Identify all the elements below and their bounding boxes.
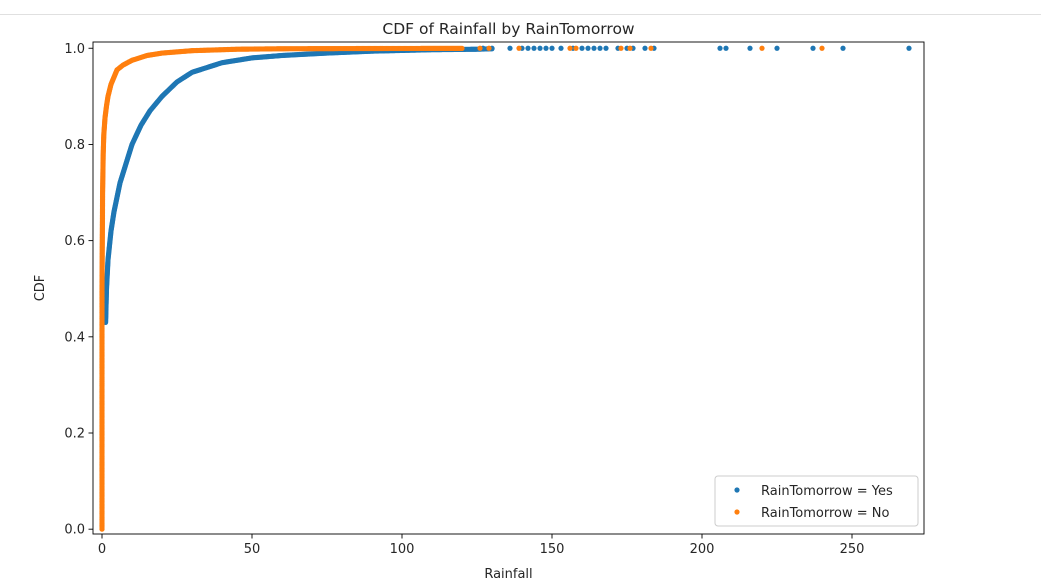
legend-marker-yes (734, 487, 740, 493)
y-tick-label: 0.6 (64, 234, 85, 249)
data-point (525, 45, 531, 51)
data-point (579, 45, 585, 51)
x-tick-label: 150 (540, 542, 565, 557)
data-point (558, 45, 564, 51)
data-point (717, 45, 723, 51)
y-tick-label: 0.8 (64, 138, 85, 153)
data-point (507, 45, 513, 51)
legend-box (714, 475, 919, 527)
y-axis-label: CDF (33, 275, 48, 302)
data-point (591, 45, 597, 51)
data-point (759, 45, 765, 51)
data-point (549, 45, 555, 51)
data-point (627, 45, 633, 51)
legend-label-no: RainTomorrow = No (761, 506, 890, 521)
x-tick-label: 50 (244, 542, 261, 557)
data-point (603, 45, 609, 51)
plot-area (99, 45, 912, 532)
data-point (774, 45, 780, 51)
data-point (486, 45, 492, 51)
data-point (567, 45, 573, 51)
data-point (648, 45, 654, 51)
axes-frame (92, 41, 925, 535)
legend-label-yes: RainTomorrow = Yes (761, 484, 893, 499)
data-point (819, 45, 825, 51)
axes: 0 50 100 150 200 250 0.0 0.2 0.4 0.6 0.8 1.0 (64, 41, 925, 557)
data-point (747, 45, 753, 51)
data-point (585, 45, 591, 51)
x-tick-label: 0 (98, 542, 106, 557)
y-tick-label: 0.2 (64, 427, 85, 442)
y-tick-label: 1.0 (64, 42, 85, 57)
notebook-cell-border (0, 0, 1041, 15)
data-point (516, 45, 522, 51)
data-point (618, 45, 624, 51)
data-point (840, 45, 846, 51)
legend: RainTomorrow = Yes RainTomorrow = No (714, 475, 919, 527)
x-tick-label: 200 (690, 542, 715, 557)
data-point (597, 45, 603, 51)
y-tick-label: 0.4 (64, 330, 85, 345)
chart-title: CDF of Rainfall by RainTomorrow (382, 20, 635, 38)
x-tick-label: 100 (390, 542, 415, 557)
series-no (99, 45, 825, 532)
data-point (543, 45, 549, 51)
data-point (906, 45, 912, 51)
y-tick-label: 0.0 (64, 523, 85, 538)
data-point (531, 45, 537, 51)
legend-marker-no (734, 509, 740, 515)
data-point (723, 45, 729, 51)
x-tick-label: 250 (840, 542, 865, 557)
data-point (537, 45, 543, 51)
data-point (573, 45, 579, 51)
data-point (477, 45, 483, 51)
x-axis-label: Rainfall (484, 567, 532, 582)
data-point (459, 45, 465, 51)
data-point (810, 45, 816, 51)
data-point (642, 45, 648, 51)
series-yes (103, 45, 912, 325)
